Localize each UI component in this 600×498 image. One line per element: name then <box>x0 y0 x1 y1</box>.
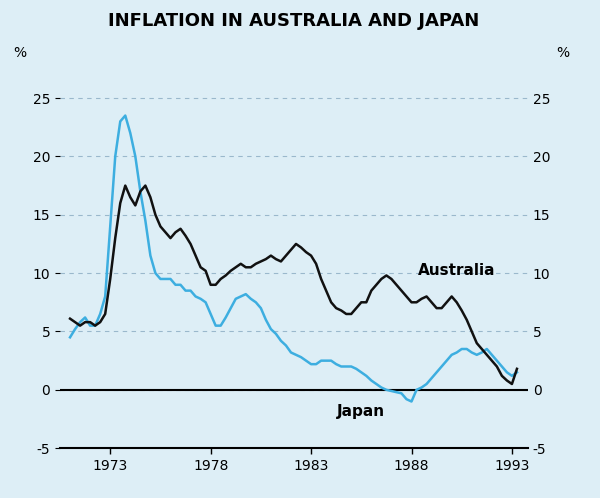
Text: Japan: Japan <box>337 403 385 418</box>
Text: %: % <box>557 46 569 60</box>
Text: Australia: Australia <box>418 263 495 278</box>
Text: INFLATION IN AUSTRALIA AND JAPAN: INFLATION IN AUSTRALIA AND JAPAN <box>109 12 479 30</box>
Text: %: % <box>14 46 27 60</box>
